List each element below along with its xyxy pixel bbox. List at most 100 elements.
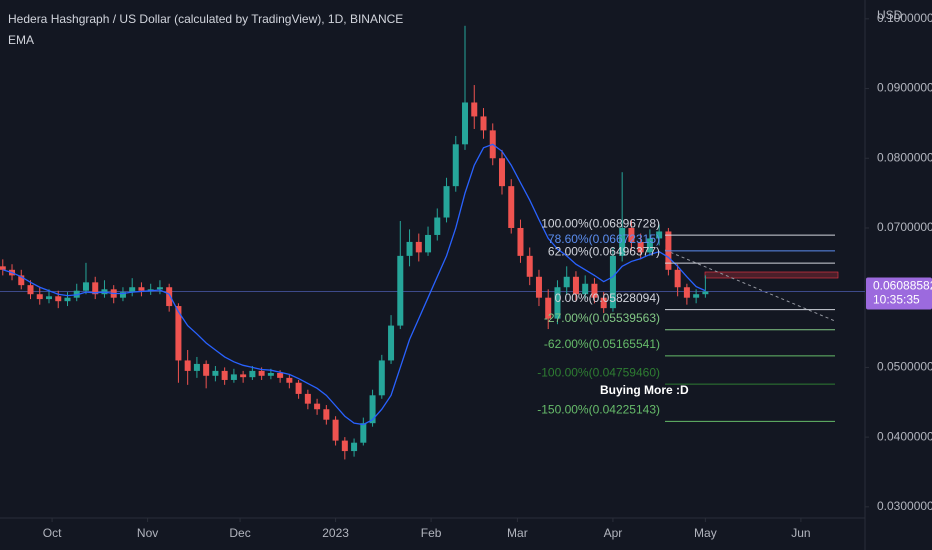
candle-body	[471, 102, 478, 117]
candle-body	[693, 294, 700, 298]
candle-body	[369, 395, 376, 424]
candle-body	[683, 287, 690, 298]
candle-body	[193, 363, 200, 371]
candle-body	[526, 255, 533, 277]
candle-body	[415, 241, 422, 253]
candle-body	[443, 186, 450, 218]
candle-body	[64, 297, 71, 302]
candle-body	[406, 241, 413, 256]
candle-body	[156, 287, 163, 290]
candle-body	[517, 227, 524, 256]
fib-label: 100.00%(0.06896728)	[541, 216, 660, 230]
candle-body	[332, 419, 339, 441]
candle-body	[45, 296, 52, 300]
fib-label: 0.00%(0.05828094)	[555, 291, 660, 305]
candle-body	[609, 255, 616, 309]
countdown-label: 10:35:35	[873, 293, 920, 307]
trend-line	[664, 249, 836, 322]
fib-label: -150.00%(0.04225143)	[537, 403, 660, 417]
candle-body	[184, 360, 191, 371]
annotation: Buying More :D	[600, 383, 689, 397]
candle-body	[138, 287, 145, 291]
x-tick-label: Dec	[229, 526, 250, 540]
candle-body	[36, 294, 43, 300]
candle-body	[323, 409, 330, 420]
candle-body	[129, 287, 136, 293]
candle-body	[351, 442, 358, 452]
candle-body	[82, 282, 89, 291]
candle-body	[212, 370, 219, 376]
candle-body	[175, 306, 182, 361]
candle-body	[637, 241, 644, 253]
candle-body	[378, 360, 385, 396]
candle-body	[545, 297, 552, 319]
candle-body	[166, 287, 173, 307]
candle-body	[498, 158, 505, 187]
candle-body	[92, 282, 99, 295]
x-tick-label: 2023	[322, 526, 349, 540]
candle-body	[221, 370, 228, 380]
y-tick-label: 0.03000000	[877, 499, 932, 513]
candle-body	[55, 296, 62, 302]
fib-label: -62.00%(0.05165541)	[544, 337, 660, 351]
candle-body	[563, 276, 570, 288]
candle-body	[295, 382, 302, 394]
candle-body	[397, 255, 404, 326]
candle-body	[240, 374, 247, 378]
candle-body	[304, 393, 311, 404]
candle-body	[425, 234, 432, 253]
candle-body	[535, 276, 542, 298]
candle-body	[258, 370, 265, 376]
x-tick-label: Jun	[791, 526, 810, 540]
candle-body	[591, 283, 598, 298]
candle-body	[230, 374, 237, 380]
candle-body	[582, 283, 589, 295]
candle-body	[73, 290, 80, 298]
candle-body	[554, 287, 561, 319]
candle-body	[674, 269, 681, 288]
candle-body	[286, 377, 293, 383]
fib-label: 62.00%(0.06496377)	[548, 244, 660, 258]
candle-body	[628, 227, 635, 242]
price-label-box	[866, 277, 932, 310]
price-label: 0.06088582	[873, 279, 932, 293]
ema-line	[2, 143, 706, 426]
fib-label: -27.00%(0.05539563)	[544, 311, 660, 325]
fib-label: 78.60%(0.06672315)	[548, 232, 660, 246]
candle-body	[18, 275, 25, 286]
candle-body	[277, 372, 284, 378]
candle-body	[508, 186, 515, 228]
indicator-label: EMA	[8, 33, 34, 47]
chart-title: Hedera Hashgraph / US Dollar (calculated…	[8, 12, 403, 26]
candle-body	[656, 231, 663, 239]
currency-label: USD	[877, 8, 903, 22]
candle-body	[27, 285, 34, 295]
candle-body	[203, 363, 210, 376]
candle-body	[480, 116, 487, 131]
x-tick-label: May	[694, 526, 717, 540]
candle-body	[267, 372, 274, 376]
candle-body	[0, 266, 6, 270]
candle-body	[572, 276, 579, 295]
candle-body	[646, 238, 653, 253]
candle-body	[702, 291, 709, 295]
candle-body	[434, 217, 441, 235]
candle-body	[314, 403, 321, 410]
x-tick-label: Oct	[43, 526, 62, 540]
x-tick-label: Nov	[137, 526, 158, 540]
candle-body	[462, 102, 469, 145]
candle-body	[388, 325, 395, 361]
candle-body	[600, 297, 607, 309]
candle-body	[360, 423, 367, 443]
candle-body	[452, 144, 459, 187]
candle-body	[249, 370, 256, 378]
candle-body	[341, 440, 348, 452]
candle-body	[147, 289, 154, 291]
